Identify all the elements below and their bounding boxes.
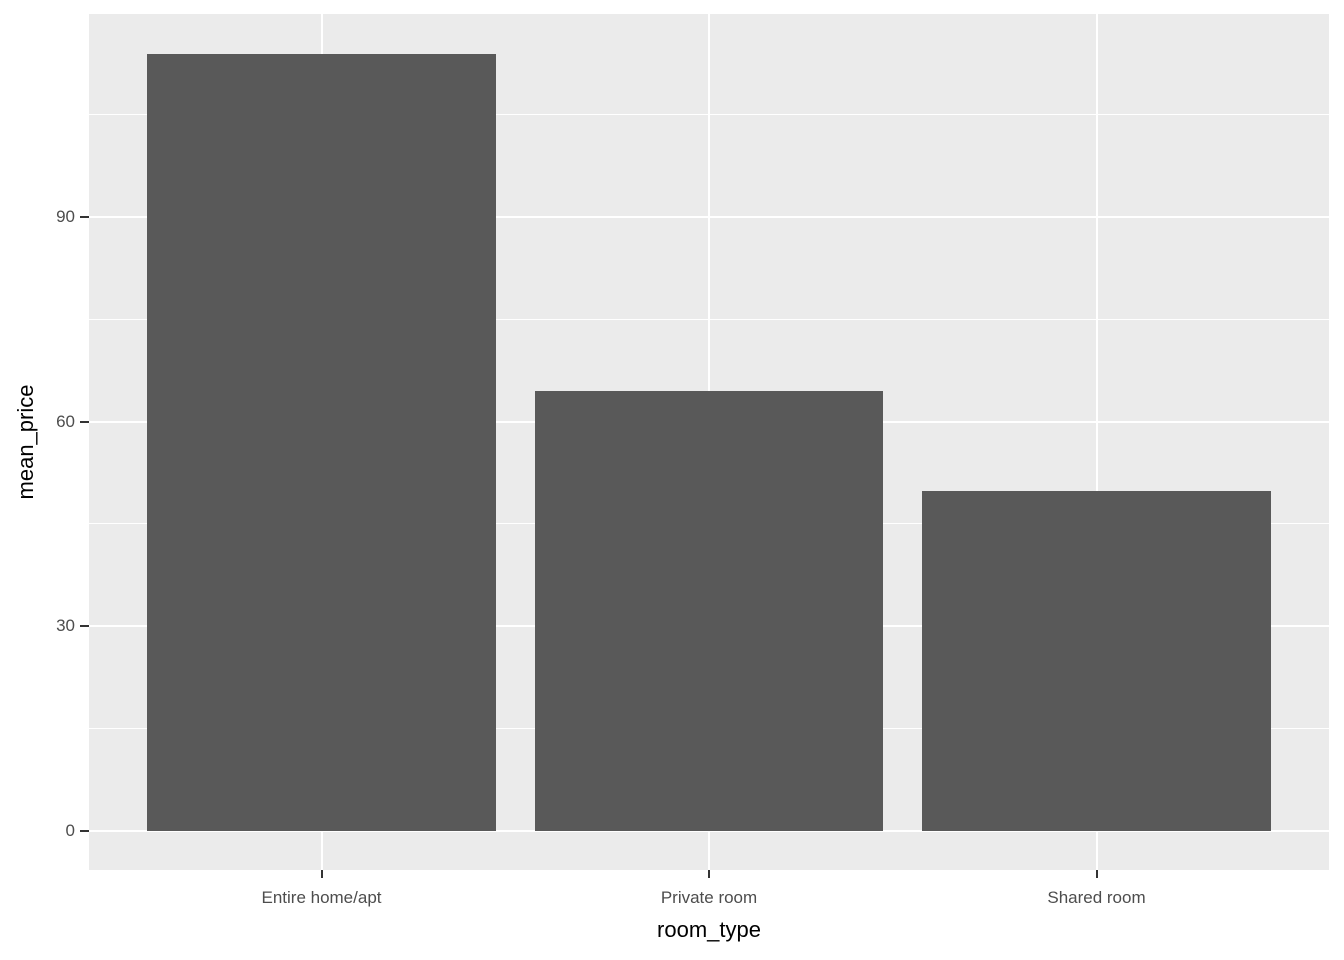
x-tick-label-shared-room: Shared room	[1047, 888, 1146, 907]
y-tick-mark	[80, 215, 89, 218]
x-tick-label-entire-home-apt: Entire home/apt	[261, 888, 382, 907]
plot-panel	[89, 14, 1329, 870]
x-tick-mark	[1095, 870, 1098, 878]
y-tick-mark	[80, 625, 89, 628]
y-tick-mark	[80, 830, 89, 833]
x-tick-mark	[708, 870, 710, 878]
x-tick-label-private-room: Private room	[660, 888, 758, 907]
y-tick-label: 60	[56, 411, 75, 431]
y-axis-title: mean_price	[13, 384, 38, 500]
y-tick-label: 0	[65, 821, 75, 841]
bar-entire-home-apt	[147, 53, 496, 832]
x-axis-title: room_type	[657, 917, 761, 942]
bar-private-room	[534, 390, 884, 832]
y-tick-label: 30	[56, 616, 75, 636]
x-tick-mark	[320, 870, 323, 878]
y-tick-label: 90	[56, 206, 75, 226]
bar-shared-room	[922, 491, 1271, 832]
y-tick-mark	[80, 420, 89, 423]
gridline-major-vertical	[1095, 14, 1098, 870]
